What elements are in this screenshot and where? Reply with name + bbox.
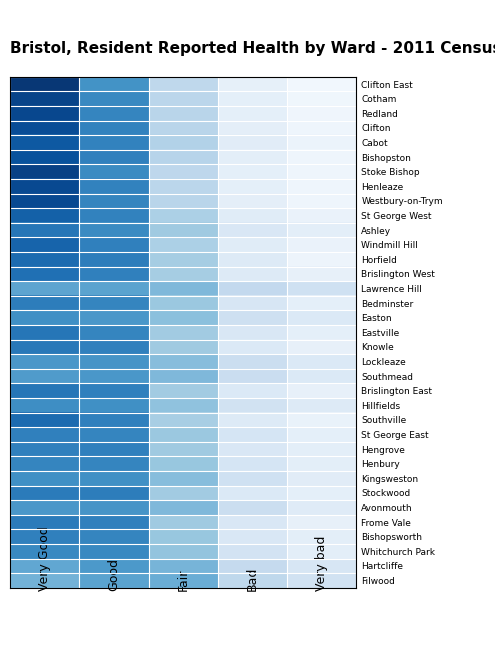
Text: Bristol, Resident Reported Health by Ward - 2011 Census: Bristol, Resident Reported Health by War…	[10, 41, 495, 56]
